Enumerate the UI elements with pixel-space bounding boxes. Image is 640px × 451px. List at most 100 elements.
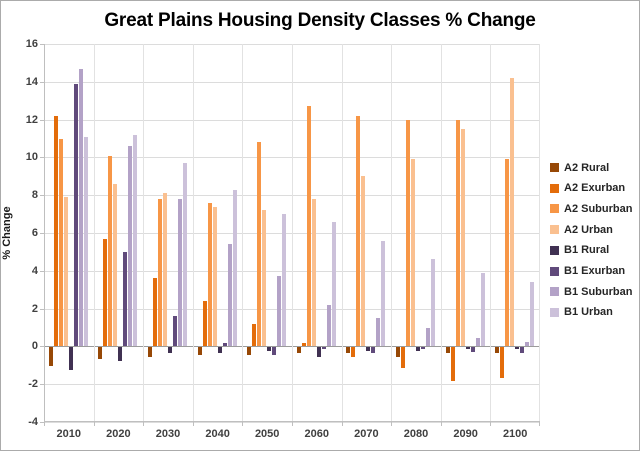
bar-a2-suburban-2080 xyxy=(406,119,410,347)
y-tick-mark xyxy=(40,81,44,83)
bar-b1-suburban-2040 xyxy=(227,244,232,347)
y-tick-label: 16 xyxy=(25,38,38,50)
y-tick-mark xyxy=(40,119,44,121)
y-tick-mark xyxy=(40,384,44,386)
bar-a2-suburban-2070 xyxy=(356,115,361,347)
bar-b1-rural-2020 xyxy=(118,347,123,361)
bar-b1-rural-2080 xyxy=(416,347,420,352)
bar-a2-rural-2070 xyxy=(346,347,351,354)
bar-a2-urban-2020 xyxy=(113,183,118,347)
bar-b1-urban-2050 xyxy=(282,214,287,347)
bar-b1-exurban-2040 xyxy=(222,342,227,347)
bar-b1-rural-2050 xyxy=(267,347,272,352)
x-tick-label-2090: 2090 xyxy=(453,428,478,440)
bar-a2-urban-2090 xyxy=(460,129,465,347)
x-tick-label-2100: 2100 xyxy=(502,428,528,440)
bar-a2-urban-2060 xyxy=(311,198,316,347)
x-tick-mark xyxy=(143,422,144,426)
bar-a2-rural-2050 xyxy=(247,347,252,355)
bar-b1-exurban-2060 xyxy=(321,347,326,350)
bar-b1-rural-2040 xyxy=(217,347,222,354)
legend-swatch xyxy=(550,287,559,297)
bar-b1-rural-2100 xyxy=(515,347,520,350)
y-tick-label: 10 xyxy=(25,151,38,164)
x-axis-line xyxy=(44,421,540,422)
x-tick-label-2040: 2040 xyxy=(205,428,230,440)
bar-b1-exurban-2050 xyxy=(272,347,277,355)
bar-a2-suburban-2020 xyxy=(108,155,113,347)
v-gridline xyxy=(441,44,442,422)
bar-b1-suburban-2010 xyxy=(78,68,83,347)
v-gridline xyxy=(143,44,144,422)
v-gridline xyxy=(391,44,392,422)
bar-b1-exurban-2020 xyxy=(123,251,128,347)
bar-b1-exurban-2080 xyxy=(421,347,425,350)
bar-b1-suburban-2020 xyxy=(128,146,133,347)
bar-b1-rural-2090 xyxy=(465,347,470,350)
bar-a2-rural-2080 xyxy=(396,347,400,357)
bar-b1-urban-2070 xyxy=(381,240,386,347)
x-tick-mark xyxy=(539,422,540,426)
x-tick-mark xyxy=(342,422,343,426)
bar-b1-urban-2100 xyxy=(530,282,535,347)
x-tick-mark xyxy=(391,422,392,426)
bar-a2-exurban-2030 xyxy=(153,278,157,347)
x-tick-label-2010: 2010 xyxy=(56,428,82,440)
bar-b1-exurban-2090 xyxy=(470,347,475,353)
bar-a2-rural-2030 xyxy=(148,347,152,357)
v-gridline xyxy=(94,44,95,422)
x-tick-label-2070: 2070 xyxy=(354,428,379,440)
y-tick-label: 2 xyxy=(31,302,38,315)
bar-b1-suburban-2100 xyxy=(525,341,530,347)
legend-swatch xyxy=(550,245,559,255)
x-tick-mark xyxy=(193,422,194,426)
chart-title: Great Plains Housing Density Classes % C… xyxy=(104,10,536,31)
legend-swatch xyxy=(550,183,559,193)
bar-a2-suburban-2060 xyxy=(306,106,311,347)
legend-swatch xyxy=(550,266,559,276)
bar-b1-exurban-2070 xyxy=(371,347,376,354)
v-gridline xyxy=(539,44,540,422)
bar-b1-exurban-2100 xyxy=(520,347,525,354)
bar-b1-suburban-2060 xyxy=(326,304,331,347)
bar-a2-suburban-2030 xyxy=(158,198,162,347)
bar-a2-exurban-2050 xyxy=(252,323,257,347)
bar-b1-rural-2010 xyxy=(68,347,73,371)
bar-b1-urban-2040 xyxy=(232,189,237,347)
bar-b1-urban-2080 xyxy=(431,259,435,347)
y-tick-mark xyxy=(40,270,44,272)
legend-swatch xyxy=(550,307,559,317)
v-gridline xyxy=(490,44,491,422)
legend-label: A2 Exurban xyxy=(564,182,626,195)
v-gridline xyxy=(242,44,243,422)
y-tick-label: 4 xyxy=(31,264,38,277)
y-tick-mark xyxy=(40,308,44,310)
y-tick-label: 8 xyxy=(31,189,38,202)
bar-a2-rural-2040 xyxy=(197,347,202,355)
legend-label: B1 Suburban xyxy=(564,285,633,298)
bar-a2-exurban-2100 xyxy=(500,347,505,378)
y-axis-line xyxy=(44,44,45,422)
legend-item-a2-suburban: A2 Suburban xyxy=(550,201,632,216)
legend-label: B1 Urban xyxy=(564,306,613,319)
x-tick-mark xyxy=(292,422,293,426)
x-tick-mark xyxy=(441,422,442,426)
bar-a2-urban-2100 xyxy=(510,78,515,347)
y-tick-label: 6 xyxy=(31,227,38,239)
bar-a2-urban-2050 xyxy=(262,210,267,347)
bar-b1-urban-2030 xyxy=(183,163,187,347)
x-tick-mark xyxy=(490,422,491,426)
legend-item-a2-rural: A2 Rural xyxy=(550,160,609,175)
bar-a2-urban-2070 xyxy=(361,176,366,347)
bar-a2-exurban-2020 xyxy=(103,238,108,347)
x-tick-label-2080: 2080 xyxy=(403,428,429,440)
y-tick-mark xyxy=(40,346,44,348)
bar-a2-urban-2030 xyxy=(163,193,167,347)
bar-b1-urban-2090 xyxy=(480,272,485,347)
bar-a2-exurban-2040 xyxy=(202,301,207,347)
legend-label: A2 Suburban xyxy=(564,202,633,215)
x-tick-label-2020: 2020 xyxy=(106,428,131,440)
bar-a2-rural-2020 xyxy=(98,347,103,359)
bar-a2-rural-2100 xyxy=(495,347,500,354)
